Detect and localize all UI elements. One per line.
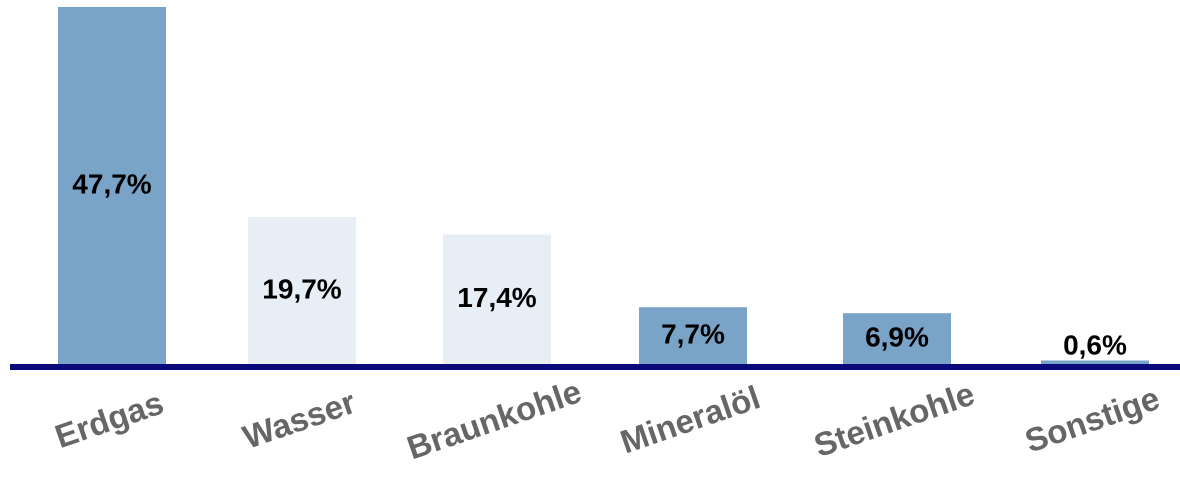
bar — [639, 307, 747, 365]
category-label: Sonstige — [1020, 379, 1164, 459]
bar — [843, 313, 951, 365]
category-label: Mineralöl — [616, 378, 765, 460]
bar — [443, 234, 551, 365]
value-label: 47,7% — [72, 168, 151, 199]
category-label: Steinkohle — [809, 375, 979, 464]
category-label: Wasser — [238, 383, 360, 456]
value-label: 6,9% — [865, 321, 929, 352]
baseline — [10, 364, 1180, 370]
bar — [58, 7, 166, 365]
category-label: Erdgas — [50, 384, 168, 455]
value-label: 17,4% — [457, 282, 536, 313]
bar — [1041, 360, 1149, 365]
category-label: Braunkohle — [402, 372, 586, 466]
value-label: 7,7% — [661, 318, 725, 349]
value-label: 19,7% — [262, 273, 341, 304]
value-label: 0,6% — [1063, 329, 1127, 360]
bar — [248, 217, 356, 365]
